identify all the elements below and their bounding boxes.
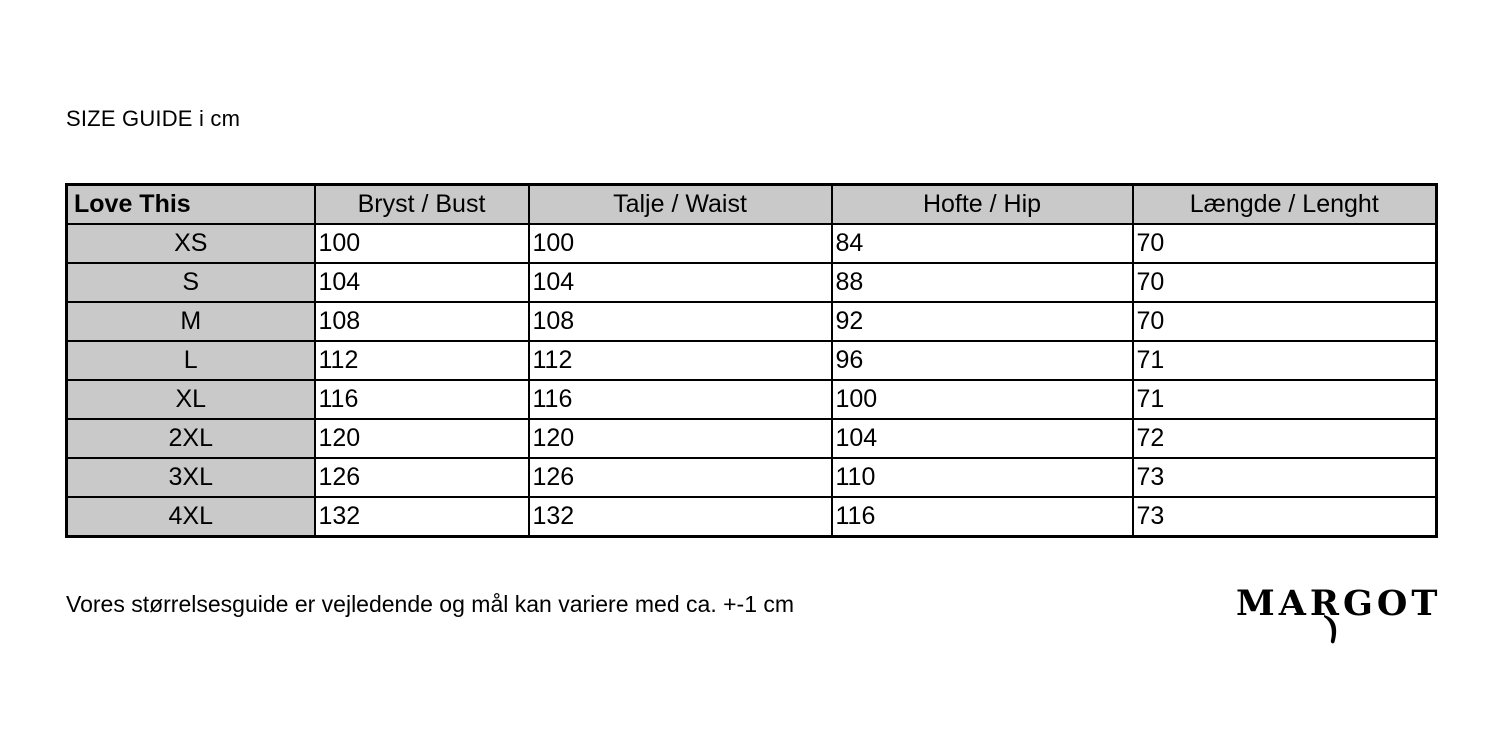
length-value-cell: 70 [1131,262,1438,303]
column-header-brand-label: Love This [65,183,316,225]
column-header-bust: Bryst / Bust [313,183,530,225]
waist-value-cell: 108 [527,301,833,342]
table-row: 2XL 120 120 104 72 [65,418,1438,459]
bust-value-cell: 104 [313,262,530,303]
waist-value-cell: 120 [527,418,833,459]
hip-value-cell: 110 [830,457,1134,498]
table-row: XS 100 100 84 70 [65,223,1438,264]
length-value-cell: 72 [1131,418,1438,459]
hip-value-cell: 104 [830,418,1134,459]
table-header-row: Love This Bryst / Bust Talje / Waist Hof… [65,183,1438,225]
hip-value-cell: 84 [830,223,1134,264]
size-label-cell: S [65,262,316,303]
size-label-cell: 2XL [65,418,316,459]
length-value-cell: 71 [1131,340,1438,381]
length-value-cell: 70 [1131,301,1438,342]
bust-value-cell: 132 [313,496,530,538]
hip-value-cell: 116 [830,496,1134,538]
size-label-cell: XL [65,379,316,420]
hip-value-cell: 96 [830,340,1134,381]
table-row: 4XL 132 132 116 73 [65,496,1438,538]
waist-value-cell: 132 [527,496,833,538]
hip-value-cell: 92 [830,301,1134,342]
size-label-cell: 3XL [65,457,316,498]
size-guide-table: Love This Bryst / Bust Talje / Waist Hof… [65,183,1438,538]
size-guide-disclaimer: Vores størrelsesguide er vejledende og m… [66,591,795,617]
table-row: 3XL 126 126 110 73 [65,457,1438,498]
column-header-waist: Talje / Waist [527,183,833,225]
size-label-cell: M [65,301,316,342]
waist-value-cell: 100 [527,223,833,264]
brand-logo: MARGOT [1236,583,1442,644]
table-row: S 104 104 88 70 [65,262,1438,303]
waist-value-cell: 126 [527,457,833,498]
table-row: L 112 112 96 71 [65,340,1438,381]
page-title: SIZE GUIDE i cm [66,106,241,131]
waist-value-cell: 112 [527,340,833,381]
bust-value-cell: 112 [313,340,530,381]
bust-value-cell: 116 [313,379,530,420]
length-value-cell: 73 [1131,457,1438,498]
bust-value-cell: 126 [313,457,530,498]
size-label-cell: 4XL [65,496,316,538]
brand-logo-r-swash-tail [1324,615,1337,644]
waist-value-cell: 116 [527,379,833,420]
length-value-cell: 71 [1131,379,1438,420]
table-row: M 108 108 92 70 [65,301,1438,342]
hip-value-cell: 100 [830,379,1134,420]
table-row: XL 116 116 100 71 [65,379,1438,420]
bust-value-cell: 108 [313,301,530,342]
waist-value-cell: 104 [527,262,833,303]
column-header-hip: Hofte / Hip [830,183,1134,225]
size-label-cell: L [65,340,316,381]
hip-value-cell: 88 [830,262,1134,303]
bust-value-cell: 120 [313,418,530,459]
length-value-cell: 73 [1131,496,1438,538]
column-header-length: Længde / Lenght [1131,183,1438,225]
length-value-cell: 70 [1131,223,1438,264]
brand-logo-text: MARGOT [1236,583,1442,624]
bust-value-cell: 100 [313,223,530,264]
size-label-cell: XS [65,223,316,264]
